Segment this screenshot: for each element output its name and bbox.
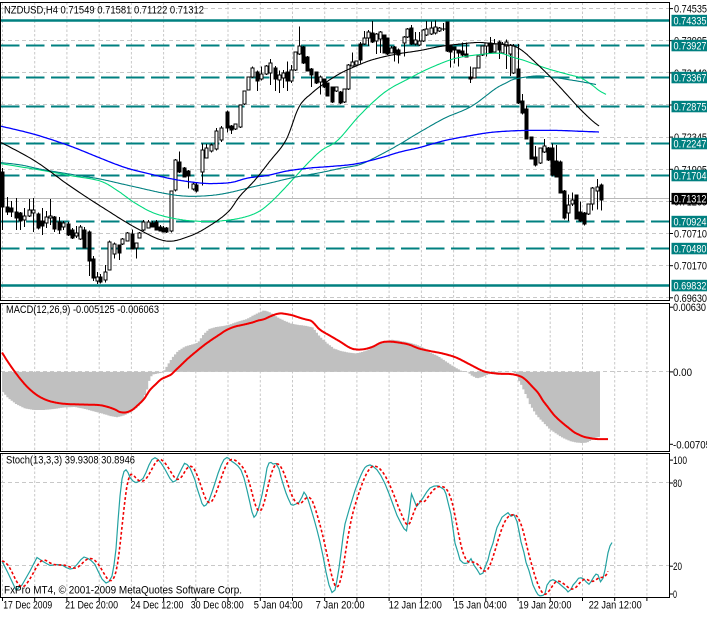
svg-text:0.00: 0.00 bbox=[673, 367, 692, 379]
svg-text:0.70710: 0.70710 bbox=[674, 229, 707, 241]
svg-text:Stoch(13,3,3) 39.9308 30.8946: Stoch(13,3,3) 39.9308 30.8946 bbox=[6, 454, 135, 466]
svg-text:7 Jan 20:00: 7 Jan 20:00 bbox=[316, 600, 365, 612]
svg-text:12 Jan 12:00: 12 Jan 12:00 bbox=[389, 600, 442, 612]
svg-text:100: 100 bbox=[673, 455, 687, 467]
svg-text:19 Jan 20:00: 19 Jan 20:00 bbox=[519, 600, 572, 612]
svg-text:0.72247: 0.72247 bbox=[674, 139, 707, 151]
svg-text:0.72875: 0.72875 bbox=[674, 102, 707, 114]
svg-text:NZDUSD,H4 0.71549 0.71581 0.7: NZDUSD,H4 0.71549 0.71581 0.71122 0.7131… bbox=[4, 4, 204, 16]
svg-text:20: 20 bbox=[673, 561, 682, 573]
svg-text:30 Dec 08:00: 30 Dec 08:00 bbox=[191, 600, 244, 612]
svg-text:21 Dec 20:00: 21 Dec 20:00 bbox=[65, 600, 118, 612]
svg-text:15 Jan 04:00: 15 Jan 04:00 bbox=[454, 600, 507, 612]
svg-text:0.71312: 0.71312 bbox=[674, 194, 707, 206]
svg-text:0: 0 bbox=[673, 589, 677, 601]
svg-text:MACD(12,26,9) -0.005125 -0.006: MACD(12,26,9) -0.005125 -0.006063 bbox=[6, 304, 159, 316]
svg-text:0.73367: 0.73367 bbox=[674, 73, 707, 85]
svg-text:0.74535: 0.74535 bbox=[674, 4, 707, 16]
svg-text:0.69832: 0.69832 bbox=[674, 281, 707, 293]
svg-text:0.73927: 0.73927 bbox=[674, 41, 707, 53]
svg-text:0.70480: 0.70480 bbox=[674, 244, 707, 256]
svg-text:0.74335: 0.74335 bbox=[674, 16, 707, 28]
svg-text:-0.00705: -0.00705 bbox=[673, 439, 707, 451]
svg-text:22 Jan 12:00: 22 Jan 12:00 bbox=[589, 600, 642, 612]
svg-text:17 Dec 2009: 17 Dec 2009 bbox=[3, 600, 52, 612]
svg-text:0.70924: 0.70924 bbox=[674, 217, 707, 229]
svg-text:80: 80 bbox=[673, 478, 682, 490]
svg-text:0.70170: 0.70170 bbox=[674, 261, 707, 273]
svg-text:0.71704: 0.71704 bbox=[674, 171, 707, 183]
svg-text:5 Jan 04:00: 5 Jan 04:00 bbox=[254, 600, 303, 612]
svg-text:24 Dec 12:00: 24 Dec 12:00 bbox=[131, 600, 184, 612]
svg-text:0.00630: 0.00630 bbox=[673, 302, 706, 314]
svg-text:FxPro MT4, © 2001-2009 MetaQuo: FxPro MT4, © 2001-2009 MetaQuotes Softwa… bbox=[4, 585, 242, 597]
